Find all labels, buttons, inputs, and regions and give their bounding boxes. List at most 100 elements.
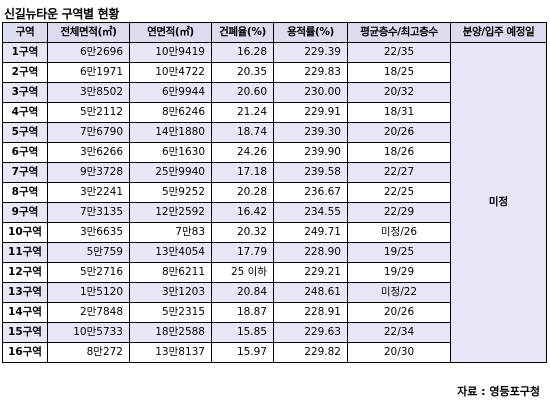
cell-zone: 12구역	[2, 262, 48, 283]
table-row: 9구역 7만3135 12만2592 16.42 234.55 22/29	[2, 202, 547, 223]
cell-floors: 18/25	[347, 62, 451, 83]
cell-coverage: 20.32	[211, 222, 274, 243]
cell-zone: 15구역	[2, 322, 48, 343]
cell-floor-area: 18만2588	[129, 322, 212, 343]
cell-zone: 3구역	[2, 82, 48, 103]
cell-coverage: 20.84	[211, 282, 274, 303]
cell-floors: 20/26	[347, 122, 451, 143]
cell-coverage: 24.26	[211, 142, 274, 163]
cell-floor-area: 10만4722	[129, 62, 212, 83]
cell-zone: 11구역	[2, 242, 48, 263]
cell-far: 229.83	[273, 62, 348, 83]
cell-zone: 8구역	[2, 182, 48, 203]
cell-floor-area: 12만2592	[129, 202, 212, 223]
cell-coverage: 18.87	[211, 302, 274, 323]
cell-floors: 19/29	[347, 262, 451, 283]
cell-floor-area: 13만8137	[129, 342, 212, 363]
cell-far: 249.71	[273, 222, 348, 243]
cell-zone: 13구역	[2, 282, 48, 303]
header-row: 구역 전체면적(㎡) 연면적(㎡) 건폐율(%) 용적률(%) 평균층수/최고층…	[2, 22, 547, 43]
header-schedule: 분양/입주 예정일	[450, 22, 547, 43]
cell-schedule: 미정	[450, 42, 547, 363]
cell-total-area: 9만3728	[47, 162, 130, 183]
cell-total-area: 8만272	[47, 342, 130, 363]
cell-floors: 18/31	[347, 102, 451, 123]
cell-floor-area: 7만83	[129, 222, 212, 243]
cell-total-area: 5만2112	[47, 102, 130, 123]
cell-floor-area: 14만1880	[129, 122, 212, 143]
cell-floors: 19/25	[347, 242, 451, 263]
zone-status-table: 구역 전체면적(㎡) 연면적(㎡) 건폐율(%) 용적률(%) 평균층수/최고층…	[2, 22, 547, 363]
cell-far: 236.67	[273, 182, 348, 203]
cell-floors: 미정/22	[347, 282, 451, 303]
cell-total-area: 3만6266	[47, 142, 130, 163]
cell-floors: 22/27	[347, 162, 451, 183]
cell-floor-area: 8만6211	[129, 262, 212, 283]
cell-far: 229.21	[273, 262, 348, 283]
cell-zone: 6구역	[2, 142, 48, 163]
cell-coverage: 15.85	[211, 322, 274, 343]
cell-zone: 1구역	[2, 42, 48, 63]
header-far: 용적률(%)	[273, 22, 348, 43]
cell-floor-area: 13만4054	[129, 242, 212, 263]
cell-total-area: 6만1971	[47, 62, 130, 83]
cell-zone: 7구역	[2, 162, 48, 183]
cell-total-area: 2만7848	[47, 302, 130, 323]
table-row: 16구역 8만272 13만8137 15.97 229.82 20/30	[2, 342, 547, 363]
table-body: 1구역 6만2696 10만9419 16.28 229.39 22/35 미정 2구역 6만1…	[2, 42, 547, 363]
table-row: 5구역 7만6790 14만1880 18.74 239.30 20/26	[2, 122, 547, 143]
cell-far: 248.61	[273, 282, 348, 303]
table-row: 7구역 9만3728 25만9940 17.18 239.58 22/27	[2, 162, 547, 183]
cell-floor-area: 8만6246	[129, 102, 212, 123]
cell-zone: 14구역	[2, 302, 48, 323]
cell-floors: 22/34	[347, 322, 451, 343]
cell-coverage: 20.60	[211, 82, 274, 103]
table-row: 8구역 3만2241 5만9252 20.28 236.67 22/25	[2, 182, 547, 203]
cell-floors: 미정/26	[347, 222, 451, 243]
table-row: 2구역 6만1971 10만4722 20.35 229.83 18/25	[2, 62, 547, 83]
cell-zone: 9구역	[2, 202, 48, 223]
cell-floor-area: 3만1203	[129, 282, 212, 303]
cell-coverage: 21.24	[211, 102, 274, 123]
cell-total-area: 7만6790	[47, 122, 130, 143]
header-floors: 평균층수/최고층수	[347, 22, 451, 43]
header-coverage: 건폐율(%)	[211, 22, 274, 43]
cell-coverage: 17.79	[211, 242, 274, 263]
cell-zone: 16구역	[2, 342, 48, 363]
header-total-area: 전체면적(㎡)	[47, 22, 130, 43]
cell-floors: 18/26	[347, 142, 451, 163]
table-row: 14구역 2만7848 5만2315 18.87 228.91 20/26	[2, 302, 547, 323]
cell-total-area: 3만8502	[47, 82, 130, 103]
cell-zone: 4구역	[2, 102, 48, 123]
cell-coverage: 17.18	[211, 162, 274, 183]
cell-total-area: 1만5120	[47, 282, 130, 303]
cell-total-area: 3만2241	[47, 182, 130, 203]
cell-floors: 22/29	[347, 202, 451, 223]
cell-coverage: 20.35	[211, 62, 274, 83]
cell-floor-area: 6만9944	[129, 82, 212, 103]
cell-coverage: 25 이하	[211, 262, 274, 283]
cell-far: 229.39	[273, 42, 348, 63]
cell-floor-area: 10만9419	[129, 42, 212, 63]
cell-total-area: 5만2716	[47, 262, 130, 283]
cell-floors: 20/30	[347, 342, 451, 363]
table-row: 6구역 3만6266 6만1630 24.26 239.90 18/26	[2, 142, 547, 163]
cell-coverage: 16.28	[211, 42, 274, 63]
cell-floors: 20/32	[347, 82, 451, 103]
cell-total-area: 3만6635	[47, 222, 130, 243]
page-title: 신길뉴타운 구역별 현황	[4, 7, 120, 21]
table-row: 13구역 1만5120 3만1203 20.84 248.61 미정/22	[2, 282, 547, 303]
cell-zone: 5구역	[2, 122, 48, 143]
cell-coverage: 15.97	[211, 342, 274, 363]
cell-zone: 2구역	[2, 62, 48, 83]
cell-total-area: 5만759	[47, 242, 130, 263]
table-row: 1구역 6만2696 10만9419 16.28 229.39 22/35 미정	[2, 42, 547, 363]
cell-floor-area: 5만2315	[129, 302, 212, 323]
cell-coverage: 18.74	[211, 122, 274, 143]
cell-floor-area: 5만9252	[129, 182, 212, 203]
cell-far: 228.90	[273, 242, 348, 263]
cell-far: 228.91	[273, 302, 348, 323]
cell-total-area: 6만2696	[47, 42, 130, 63]
cell-far: 239.58	[273, 162, 348, 183]
table-row: 11구역 5만759 13만4054 17.79 228.90 19/25	[2, 242, 547, 263]
